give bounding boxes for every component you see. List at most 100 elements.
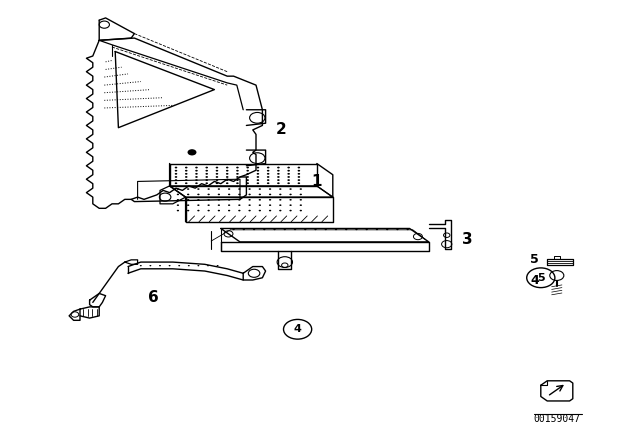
Circle shape <box>226 170 228 172</box>
Circle shape <box>279 199 282 201</box>
Circle shape <box>279 204 282 206</box>
Circle shape <box>238 210 241 211</box>
Circle shape <box>300 194 302 195</box>
Text: 4: 4 <box>294 324 301 334</box>
Circle shape <box>169 265 171 266</box>
Circle shape <box>205 167 208 168</box>
Circle shape <box>232 228 235 230</box>
Circle shape <box>228 194 230 195</box>
Circle shape <box>218 210 220 211</box>
Circle shape <box>246 179 249 181</box>
Circle shape <box>195 167 198 168</box>
Circle shape <box>257 182 259 184</box>
Circle shape <box>228 204 230 206</box>
Circle shape <box>298 173 300 175</box>
Circle shape <box>159 265 161 266</box>
Circle shape <box>185 170 188 172</box>
Circle shape <box>175 182 177 184</box>
Circle shape <box>386 228 388 230</box>
Circle shape <box>277 167 280 168</box>
Circle shape <box>269 204 271 206</box>
Circle shape <box>267 170 269 172</box>
Circle shape <box>195 176 198 178</box>
Circle shape <box>294 228 296 230</box>
Circle shape <box>228 188 230 190</box>
Circle shape <box>207 188 210 190</box>
Circle shape <box>287 176 290 178</box>
Circle shape <box>259 199 261 201</box>
Circle shape <box>226 167 228 168</box>
Circle shape <box>188 149 196 155</box>
Circle shape <box>284 228 286 230</box>
Circle shape <box>207 265 209 266</box>
Circle shape <box>178 265 180 266</box>
Circle shape <box>185 182 188 184</box>
Circle shape <box>257 170 259 172</box>
Circle shape <box>236 176 239 178</box>
Circle shape <box>236 170 239 172</box>
Circle shape <box>205 176 208 178</box>
Circle shape <box>216 173 218 175</box>
Circle shape <box>228 199 230 201</box>
Circle shape <box>185 173 188 175</box>
Circle shape <box>277 179 280 181</box>
Circle shape <box>187 204 189 206</box>
Circle shape <box>207 199 210 201</box>
Circle shape <box>216 167 218 168</box>
Circle shape <box>197 194 200 195</box>
Circle shape <box>300 199 302 201</box>
Circle shape <box>304 228 307 230</box>
Circle shape <box>259 210 261 211</box>
Circle shape <box>267 176 269 178</box>
Circle shape <box>396 228 399 230</box>
Circle shape <box>218 199 220 201</box>
Circle shape <box>177 204 179 206</box>
Circle shape <box>205 182 208 184</box>
Circle shape <box>269 194 271 195</box>
Text: 5: 5 <box>530 253 539 267</box>
Circle shape <box>267 173 269 175</box>
Circle shape <box>216 176 218 178</box>
Circle shape <box>355 228 358 230</box>
Circle shape <box>187 210 189 211</box>
Circle shape <box>236 167 239 168</box>
Circle shape <box>269 199 271 201</box>
Circle shape <box>300 204 302 206</box>
Circle shape <box>175 176 177 178</box>
Circle shape <box>226 176 228 178</box>
Circle shape <box>277 170 280 172</box>
Circle shape <box>259 194 261 195</box>
Circle shape <box>300 188 302 190</box>
Circle shape <box>197 265 200 266</box>
Circle shape <box>259 204 261 206</box>
Circle shape <box>177 199 179 201</box>
Circle shape <box>314 228 317 230</box>
Circle shape <box>216 265 218 266</box>
Circle shape <box>246 170 249 172</box>
Circle shape <box>289 194 292 195</box>
Circle shape <box>287 179 290 181</box>
Circle shape <box>269 210 271 211</box>
Circle shape <box>324 228 327 230</box>
Circle shape <box>376 228 378 230</box>
Circle shape <box>300 210 302 211</box>
Circle shape <box>406 228 409 230</box>
Circle shape <box>246 173 249 175</box>
Circle shape <box>197 204 200 206</box>
Circle shape <box>257 179 259 181</box>
Circle shape <box>253 228 255 230</box>
Circle shape <box>205 170 208 172</box>
Circle shape <box>185 167 188 168</box>
Circle shape <box>287 182 290 184</box>
Circle shape <box>365 228 368 230</box>
Circle shape <box>187 199 189 201</box>
Circle shape <box>263 228 266 230</box>
Circle shape <box>246 176 249 178</box>
Circle shape <box>257 176 259 178</box>
Circle shape <box>289 199 292 201</box>
Circle shape <box>267 167 269 168</box>
Circle shape <box>298 167 300 168</box>
Circle shape <box>218 204 220 206</box>
Circle shape <box>140 265 142 266</box>
Text: 6: 6 <box>148 290 159 306</box>
